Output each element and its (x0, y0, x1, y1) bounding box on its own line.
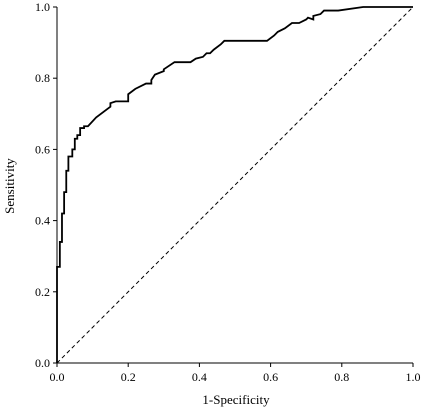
y-tick-label: 0.2 (35, 285, 50, 299)
x-tick-label: 0.8 (334, 370, 349, 384)
roc-curve-line (56, 6, 413, 363)
plot-area (56, 6, 414, 364)
x-tick-label: 0.2 (121, 370, 136, 384)
x-tick-label: 0.6 (263, 370, 278, 384)
axes: 0.0 0.2 0.4 0.6 0.8 1.0 0.0 0.2 0.4 0.6 0.8 1.0 (35, 0, 421, 384)
y-tick-label: 0.8 (35, 71, 50, 85)
x-tick-label: 0.0 (50, 370, 65, 384)
y-tick-label: 0.6 (35, 142, 50, 156)
y-tick-label: 1.0 (35, 0, 50, 14)
x-axis-title: 1-Specificity (202, 392, 270, 407)
reference-diagonal-line (56, 6, 414, 364)
y-axis-title: Sensitivity (2, 158, 17, 214)
x-tick-label: 1.0 (406, 370, 421, 384)
x-tick-label: 0.4 (192, 370, 207, 384)
y-tick-label: 0.4 (35, 214, 50, 228)
y-tick-label: 0.0 (35, 356, 50, 370)
